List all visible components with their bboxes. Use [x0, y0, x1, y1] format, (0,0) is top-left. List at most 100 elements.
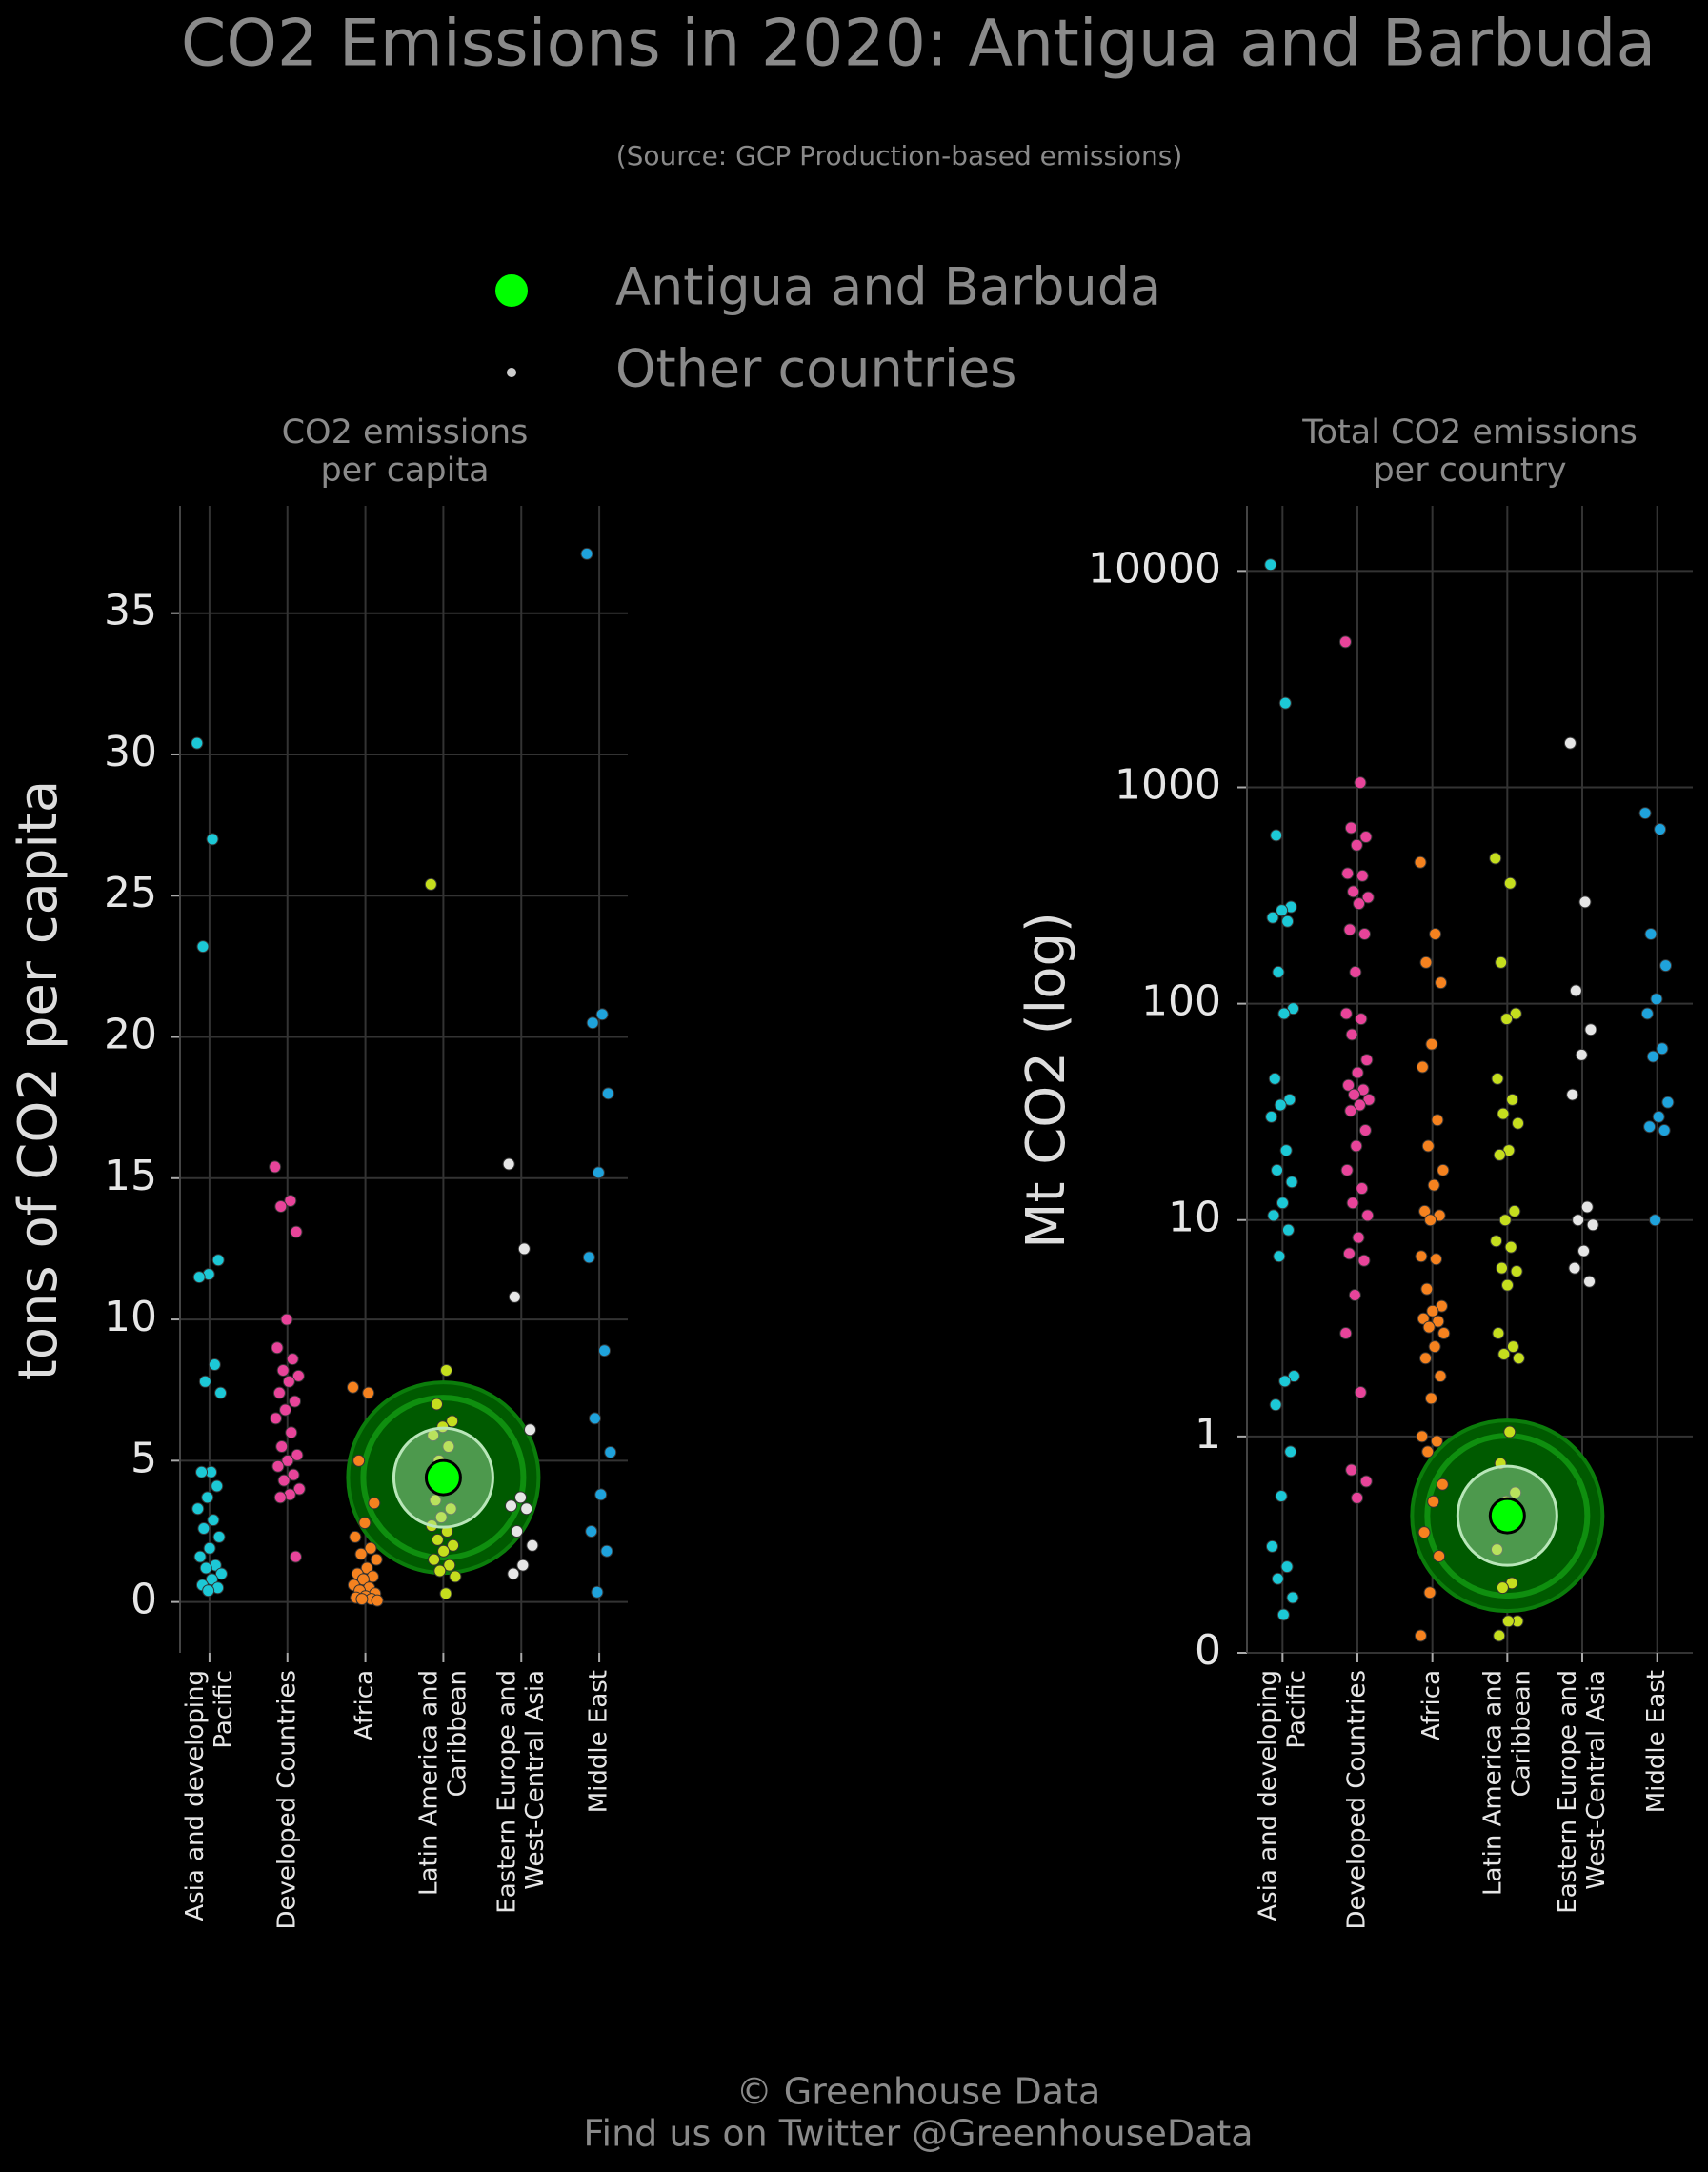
- data-point: [289, 1395, 302, 1408]
- data-point: [206, 833, 219, 846]
- data-point: [271, 1459, 285, 1473]
- x-tick-label: Eastern Europe andWest-Central Asia: [492, 1670, 550, 1914]
- data-point: [1649, 1214, 1662, 1227]
- data-point: [214, 1567, 228, 1580]
- data-point: [1362, 1093, 1376, 1106]
- y-tick-label: 15: [104, 1152, 157, 1200]
- data-point: [364, 1541, 377, 1555]
- data-point: [1415, 1250, 1428, 1263]
- data-point: [1510, 1264, 1523, 1277]
- data-point: [1496, 1581, 1509, 1595]
- data-point: [428, 1553, 441, 1566]
- data-point: [1284, 1445, 1297, 1458]
- data-point: [516, 1559, 530, 1572]
- data-point: [191, 736, 204, 750]
- data-point: [1506, 1093, 1519, 1106]
- data-point: [207, 1514, 220, 1527]
- data-point: [507, 1567, 520, 1580]
- panel-title: CO2 emissions per capita: [282, 413, 529, 490]
- data-point: [591, 1585, 604, 1599]
- data-point: [526, 1538, 539, 1552]
- data-point: [191, 1502, 205, 1516]
- data-point: [1353, 1098, 1366, 1112]
- data-point: [1354, 776, 1367, 790]
- data-point: [349, 1530, 362, 1543]
- data-point: [1345, 1463, 1358, 1477]
- data-point: [346, 1380, 359, 1394]
- data-point: [371, 1594, 384, 1607]
- data-point: [277, 1474, 291, 1487]
- data-point: [287, 1468, 300, 1481]
- data-point: [1270, 829, 1283, 842]
- data-point: [598, 1344, 612, 1358]
- data-point: [429, 1494, 442, 1507]
- data-point: [356, 1573, 370, 1586]
- data-point: [276, 1363, 290, 1377]
- x-tick-label: Asia and developingPacific: [180, 1670, 237, 1921]
- y-tick-label: 30: [104, 728, 157, 776]
- data-point: [1430, 1253, 1443, 1266]
- data-point: [1266, 911, 1279, 924]
- data-point: [449, 1570, 462, 1583]
- data-point: [1357, 1254, 1371, 1267]
- data-point: [1278, 1375, 1292, 1388]
- data-point: [440, 1363, 453, 1377]
- data-point: [520, 1502, 533, 1516]
- data-point: [1643, 1120, 1657, 1134]
- data-point: [212, 1530, 226, 1543]
- data-point: [1419, 955, 1433, 969]
- data-point: [1572, 1214, 1585, 1227]
- data-point: [433, 1564, 447, 1578]
- data-point: [271, 1341, 284, 1355]
- legend-marker: [505, 366, 518, 379]
- data-point: [1351, 1491, 1364, 1504]
- data-point: [1661, 1096, 1675, 1109]
- data-point: [1503, 876, 1517, 890]
- data-point: [1506, 1340, 1519, 1354]
- data-point: [1495, 955, 1508, 969]
- data-point: [1268, 1072, 1281, 1085]
- data-point: [1431, 1114, 1444, 1127]
- data-point: [273, 1491, 287, 1504]
- data-point: [431, 1398, 444, 1411]
- data-point: [1658, 1123, 1671, 1136]
- data-point: [1285, 1176, 1298, 1189]
- data-point: [1497, 1348, 1511, 1361]
- data-point: [196, 940, 210, 954]
- data-point: [442, 1440, 455, 1454]
- y-tick-label: 0: [1195, 1626, 1221, 1675]
- highlight-point: [1488, 1497, 1526, 1535]
- data-point: [1433, 1549, 1446, 1562]
- data-point: [1509, 1486, 1522, 1499]
- data-point: [202, 1584, 215, 1598]
- x-tick-label: Developed Countries: [1343, 1670, 1372, 1929]
- data-point: [1434, 1370, 1447, 1383]
- x-tick-label: Latin America andCaribbean: [1478, 1670, 1536, 1896]
- data-point: [1281, 1223, 1295, 1237]
- data-point: [1566, 1088, 1579, 1101]
- data-point: [1492, 1327, 1505, 1340]
- data-point: [1417, 1312, 1430, 1325]
- data-point: [292, 1482, 306, 1496]
- data-point: [1512, 1352, 1525, 1365]
- data-point: [1352, 1231, 1365, 1244]
- data-point: [424, 877, 437, 891]
- data-point: [270, 1412, 283, 1425]
- y-axis-label: Mt CO2 (log): [1015, 912, 1077, 1249]
- data-point: [1276, 904, 1289, 917]
- data-point: [352, 1454, 366, 1467]
- data-point: [1349, 965, 1362, 978]
- data-point: [1339, 1327, 1353, 1340]
- data-point: [1504, 1240, 1517, 1254]
- data-point: [1265, 1110, 1278, 1123]
- data-point: [214, 1386, 228, 1399]
- data-point: [580, 547, 593, 560]
- data-point: [284, 1195, 297, 1208]
- data-point: [291, 1369, 305, 1382]
- data-point: [517, 1242, 531, 1256]
- data-point: [1586, 1218, 1599, 1232]
- data-point: [1360, 1054, 1374, 1067]
- data-point: [1646, 1050, 1659, 1063]
